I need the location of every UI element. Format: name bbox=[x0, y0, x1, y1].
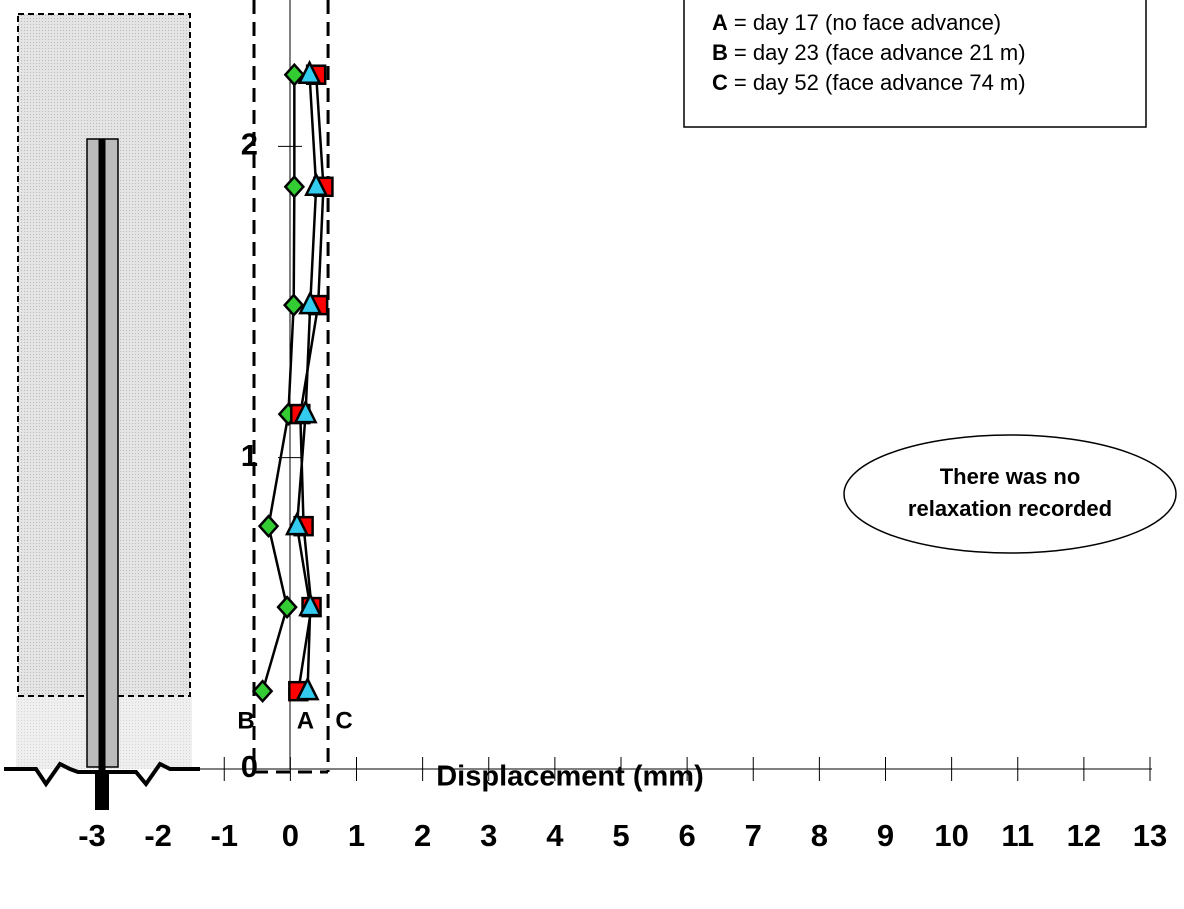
x-tick-label: 0 bbox=[282, 818, 299, 853]
marker bbox=[276, 595, 298, 619]
marker bbox=[297, 59, 322, 84]
legend-key: B bbox=[712, 40, 728, 65]
reference-label: C bbox=[335, 707, 352, 734]
x-tick-label: 1 bbox=[348, 818, 365, 853]
x-tick-label: 13 bbox=[1133, 818, 1167, 853]
x-tick-label: 5 bbox=[612, 818, 629, 853]
x-tick-label: -3 bbox=[78, 818, 106, 853]
marker bbox=[283, 174, 306, 199]
x-tick-label: -1 bbox=[210, 818, 238, 853]
x-tick-label: 11 bbox=[1001, 818, 1034, 853]
marker bbox=[283, 62, 306, 87]
marker bbox=[293, 399, 318, 424]
legend-text: = day 23 (face advance 21 m) bbox=[734, 40, 1026, 65]
marker bbox=[257, 514, 280, 539]
legend-key: A bbox=[712, 10, 728, 35]
x-tick-label: -2 bbox=[144, 818, 172, 853]
legend-entry: A = day 17 (no face advance) bbox=[712, 10, 1001, 35]
reference-label: A bbox=[297, 707, 314, 734]
marker bbox=[295, 676, 320, 701]
legend-entry: B = day 23 (face advance 21 m) bbox=[712, 40, 1026, 65]
annotation-text: relaxation recorded bbox=[908, 496, 1112, 521]
annotation-text: There was no bbox=[940, 464, 1081, 489]
x-tick-label: 12 bbox=[1067, 818, 1101, 853]
bolt-illustration bbox=[4, 13, 200, 810]
x-tick-label: 10 bbox=[934, 818, 968, 853]
x-axis-title: Displacement (mm) bbox=[436, 761, 704, 793]
x-tick-label: 2 bbox=[414, 818, 431, 853]
reference-label: B bbox=[237, 707, 254, 734]
x-tick-label: 9 bbox=[877, 818, 894, 853]
legend bbox=[683, 0, 1147, 128]
legend-entry: C = day 52 (face advance 74 m) bbox=[712, 70, 1026, 95]
marker bbox=[284, 511, 310, 536]
marker bbox=[282, 293, 305, 317]
x-tick-label: 6 bbox=[679, 818, 696, 853]
x-tick-label: 7 bbox=[745, 818, 762, 853]
x-tick-label: 8 bbox=[811, 818, 828, 853]
legend-text: = day 52 (face advance 74 m) bbox=[734, 70, 1026, 95]
marker bbox=[298, 290, 323, 315]
x-tick-label: 3 bbox=[480, 818, 497, 853]
marker bbox=[304, 172, 329, 197]
legend-text: = day 17 (no face advance) bbox=[734, 10, 1001, 35]
annotation bbox=[843, 434, 1177, 554]
marker bbox=[298, 592, 323, 617]
x-tick-label: 4 bbox=[546, 818, 564, 853]
legend-key: C bbox=[712, 70, 728, 95]
marker bbox=[251, 679, 274, 704]
